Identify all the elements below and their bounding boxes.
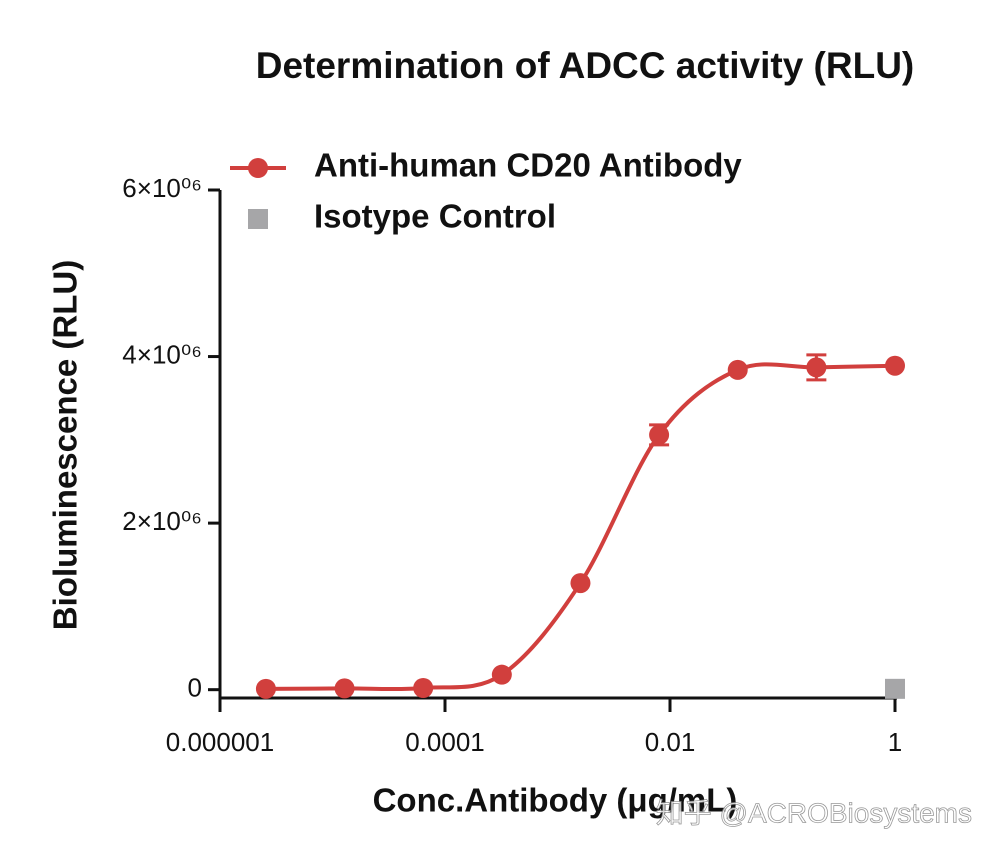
y-tick-label: 2×10⁰⁶ [122,506,202,536]
y-tick-label: 4×10⁰⁶ [122,339,202,369]
series-line [265,362,896,692]
x-tick-label: 1 [888,727,902,757]
data-point [413,678,434,699]
data-point [255,678,276,699]
y-tick-label: 6×10⁰⁶ [122,173,202,203]
legend-label: Isotype Control [314,198,556,235]
data-point [649,424,670,445]
data-point [334,678,355,699]
legend-label: Anti-human CD20 Antibody [314,147,742,184]
data-point [885,355,905,376]
legend-marker [248,209,268,229]
data-point [727,359,748,380]
y-axis-label: Bioluminescence (RLU) [47,260,84,630]
x-axis-label: Conc.Antibody (μg/mL) [373,782,738,819]
x-tick-label: 0.01 [645,727,696,757]
y-tick-label: 0 [188,673,202,703]
x-tick-label: 0.000001 [166,727,274,757]
data-point [885,678,905,699]
legend-marker [248,158,268,178]
chart-title: Determination of ADCC activity (RLU) [256,45,915,86]
watermark: 知乎 @ACROBiosystems [656,797,972,828]
data-point [806,357,827,378]
data-point [491,664,512,685]
x-tick-label: 0.0001 [405,727,485,757]
data-point [570,573,591,594]
